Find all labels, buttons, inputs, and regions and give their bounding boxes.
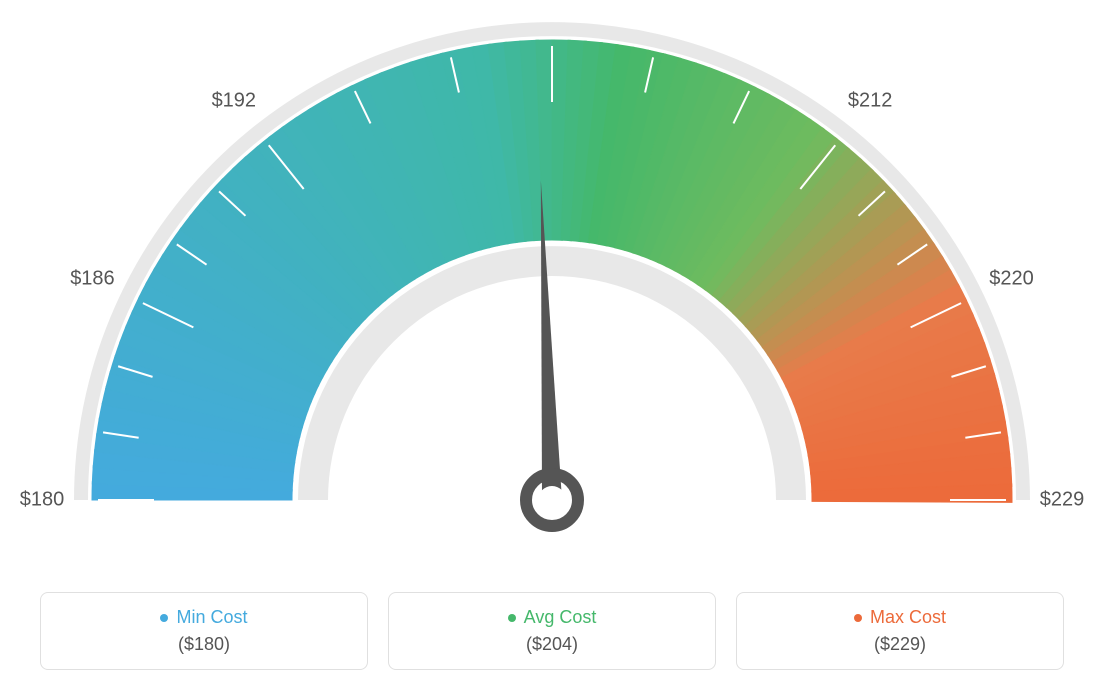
gauge-tick-label: $220 bbox=[989, 267, 1034, 290]
cost-gauge-widget: $180 $186 $192 $204 $212 $220 $229 Min Cost ($… bbox=[0, 0, 1104, 690]
gauge-tick-label: $192 bbox=[212, 90, 257, 113]
gauge-tick-label: $186 bbox=[70, 267, 115, 290]
gauge-tick-label: $204 bbox=[530, 0, 575, 2]
legend-min-dot bbox=[160, 614, 168, 622]
legend-max-value: ($229) bbox=[747, 634, 1053, 655]
legend-min-text: Min Cost bbox=[176, 607, 247, 628]
gauge-tick-label: $229 bbox=[1040, 489, 1085, 512]
legend-avg-value: ($204) bbox=[399, 634, 705, 655]
legend-avg: Avg Cost ($204) bbox=[388, 592, 716, 670]
legend-max: Max Cost ($229) bbox=[736, 592, 1064, 670]
gauge-tick-label: $212 bbox=[848, 90, 893, 113]
legend-avg-text: Avg Cost bbox=[524, 607, 597, 628]
legend-max-dot bbox=[854, 614, 862, 622]
legend-avg-dot bbox=[508, 614, 516, 622]
legend-max-text: Max Cost bbox=[870, 607, 946, 628]
legend-min-label: Min Cost bbox=[160, 607, 247, 628]
legend-avg-label: Avg Cost bbox=[508, 607, 597, 628]
legend-row: Min Cost ($180) Avg Cost ($204) Max Cost… bbox=[40, 592, 1064, 670]
gauge-chart: $180 $186 $192 $204 $212 $220 $229 bbox=[0, 0, 1104, 580]
legend-min: Min Cost ($180) bbox=[40, 592, 368, 670]
gauge-tick-label: $180 bbox=[20, 489, 65, 512]
legend-min-value: ($180) bbox=[51, 634, 357, 655]
gauge-svg bbox=[0, 0, 1104, 580]
legend-max-label: Max Cost bbox=[854, 607, 946, 628]
